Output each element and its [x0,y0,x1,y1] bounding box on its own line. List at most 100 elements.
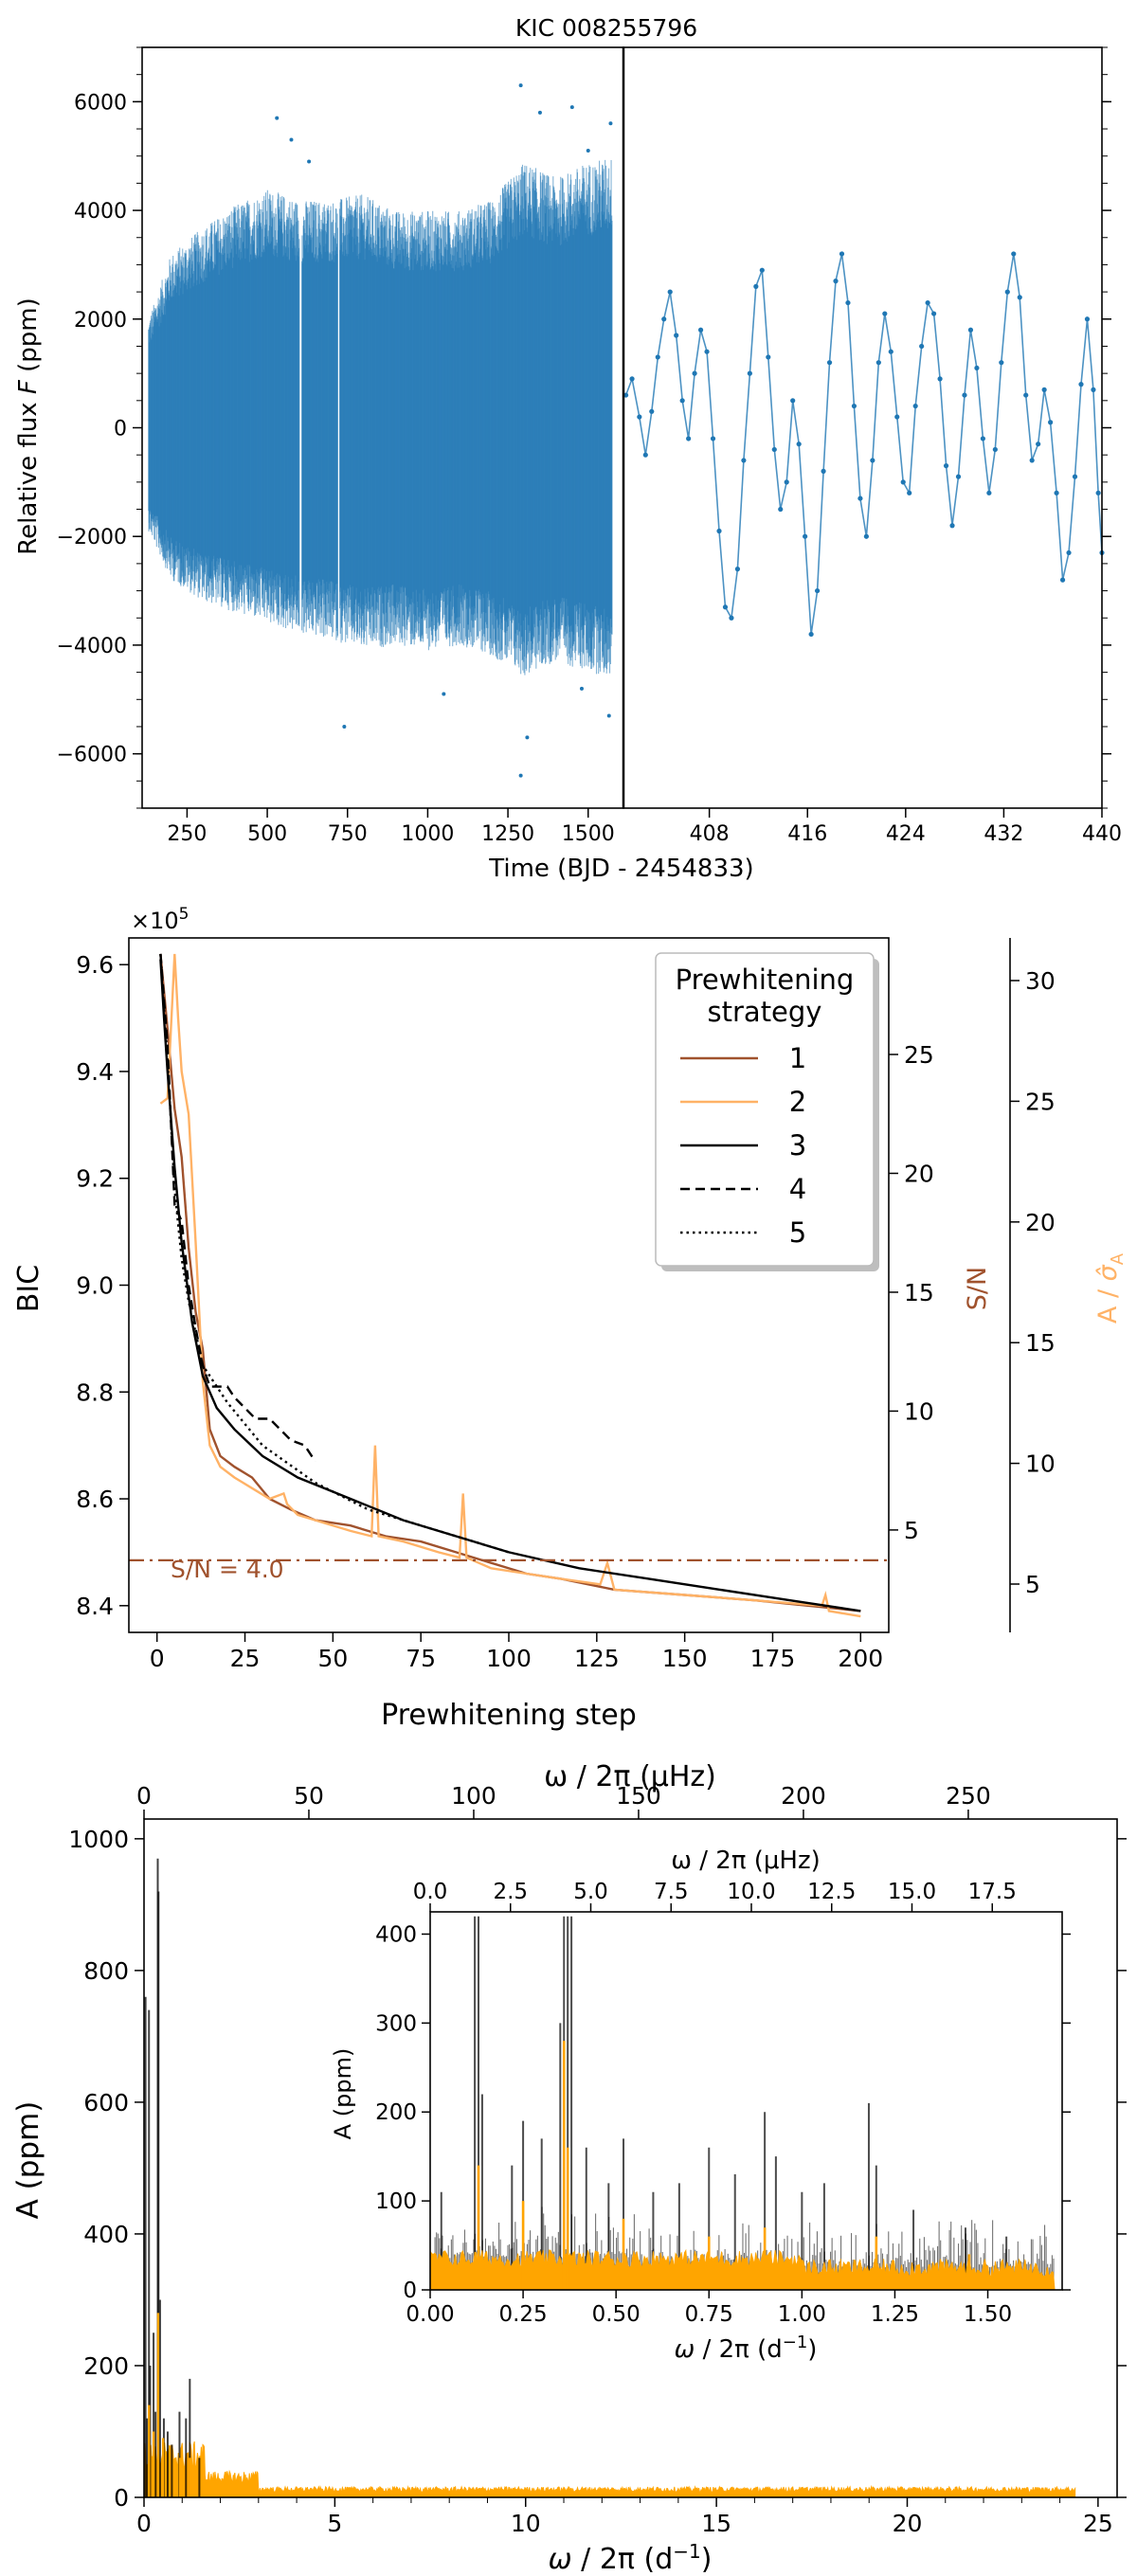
bic-x-tick-label: 25 [230,1645,261,1672]
flux-zoom-point [1066,549,1072,556]
spectrum-y-tick-label: 200 [83,2352,129,2380]
flux-zoom-point [992,446,998,453]
flux-zoom-point [1023,392,1029,398]
flux-zoom-point [697,327,704,333]
flux-zoom-point [839,251,845,257]
flux-zoom-point [863,533,869,539]
light-curve-zoom-x-tick-label: 440 [1082,822,1122,846]
bic-y-multiplier-exp: 5 [179,905,190,924]
inset-top-tick-label: 7.5 [654,1880,689,1904]
light-curve-y-tick-label: 0 [114,418,127,441]
inset-top-tick-label: 5.0 [573,1880,608,1904]
sn-axis-tick-label: 10 [904,1397,934,1425]
flux-outlier-point [307,159,312,164]
bic-x-tick-label: 125 [574,1645,620,1672]
flux-outlier-point [608,121,613,126]
spectrum-top-tick-label: 250 [946,1782,991,1810]
bic-x-tick-label: 100 [486,1645,532,1672]
spectrum-x-label: ω / 2π (d−1) [549,2540,713,2576]
spectrum-inset-x-label: ω / 2π (d−1) [675,2333,818,2364]
light-curve-x-tick-label: 750 [328,822,368,846]
inset-x-tick-label: 0.50 [592,2302,641,2327]
flux-zoom-point [790,398,796,404]
flux-zoom-point [937,376,943,382]
flux-zoom-point [667,289,673,295]
spectrum-top-tick-label: 50 [294,1782,324,1810]
flux-zoom-point [900,479,906,485]
flux-outlier-point [537,110,542,115]
bic-legend-title-line1: Prewhitening [676,964,855,996]
spectrum-inset-top-ticks: 0.0 2.5 5.0 7.5 10.0 12.5 15.0 17.5 [413,1880,1017,1912]
bic-y-multiplier-base: ×10 [131,908,179,934]
flux-outlier-point [606,713,611,718]
flux-zoom-point [710,436,716,441]
flux-zoom-point [845,299,851,306]
sn-axis-label: S/N [963,1267,992,1310]
flux-zoom-point [919,343,925,350]
bic-y-tick-label: 8.8 [76,1378,114,1406]
light-curve-x-ticks-left: 250 500 750 1000 1250 1500 [167,808,615,846]
spectrum-x-label-omega: ω [549,2543,572,2576]
spectrum-top-label: ω / 2π (μHz) [544,1760,716,1793]
amp-ratio-axis-tick-label: 25 [1025,1088,1056,1115]
spectrum-x-label-close: ) [701,2543,713,2576]
light-curve-y-ticks: −6000 −4000 −2000 0 2000 4000 6000 [57,46,1111,809]
spectrum-inset-x-label-exp: −1 [783,2333,808,2352]
bic-series-lines [159,953,861,1618]
bic-legend-label-3: 3 [789,1129,806,1162]
flux-zoom-point [955,474,962,479]
light-curve-x-tick-label: 250 [167,822,207,846]
flux-zoom-point [875,360,881,366]
flux-zoom-point [821,468,826,474]
flux-zoom-point [808,631,814,638]
flux-zoom-point [741,458,747,463]
inset-y-tick-label: 200 [375,2100,417,2125]
flux-zoom-point [1041,387,1047,392]
light-curve-x-label: Time (BJD - 2454833) [488,855,753,883]
bic-x-tick-label: 200 [838,1645,883,1672]
flux-zoom-point [851,403,857,409]
flux-zoom-point [1059,577,1066,583]
flux-zoom-point [999,360,1004,366]
bic-series-3 [159,959,861,1612]
flux-zoom-point [925,299,930,306]
inset-y-tick-label: 300 [375,2011,417,2036]
spectrum-x-tick-label: 5 [327,2510,342,2537]
bic-legend-entries: 1 2 3 4 5 [680,1042,806,1249]
flux-zoom-point [986,490,992,495]
sn-axis-ticks: 5 10 15 20 25 [889,1041,934,1544]
flux-outlier-point [579,686,584,691]
flux-zoom-point [857,495,863,501]
flux-zoom-point [778,506,784,513]
spectrum-x-tick-label: 25 [1083,2510,1113,2537]
bic-legend-label-1: 1 [789,1042,806,1074]
flux-zoom-point [803,533,808,539]
light-curve-y-tick-label: 6000 [74,91,127,115]
amp-ratio-label-symbol: σ̂ [1093,1264,1123,1281]
spectrum-frame [143,1818,1118,2498]
flux-zoom-point [784,479,789,485]
bic-legend-title-line2: strategy [708,996,822,1028]
flux-zoom-point [826,360,833,366]
amp-ratio-axis-ticks: 5 10 15 20 25 30 [1010,967,1056,1598]
sn-axis-tick-label: 15 [904,1279,934,1306]
amp-ratio-axis-tick-label: 10 [1025,1450,1056,1478]
light-curve-x-tick-label: 1500 [562,822,615,846]
spectrum-inset-x-label-rest: / 2π (d [695,2335,782,2364]
flux-zoom-point [1011,251,1017,257]
spectrum-bars [143,1858,1076,2498]
bic-x-tick-label: 50 [317,1645,348,1672]
flux-outlier-point [586,148,590,153]
bic-y-multiplier: ×105 [131,905,189,934]
bic-legend-label-2: 2 [789,1086,806,1118]
light-curve-y-label-unit: (ppm) [14,297,43,380]
spectrum-inset-bg [430,1912,1062,2290]
light-curve-y-tick-label: −4000 [57,635,127,658]
amp-ratio-axis-tick-label: 5 [1025,1571,1040,1598]
amp-ratio-axis-tick-label: 20 [1025,1209,1056,1236]
spectrum-top-tick-label: 100 [451,1782,496,1810]
flux-zoom-point [894,414,900,420]
flux-zoom-point [753,283,759,289]
spectrum-inset-top-label: ω / 2π (μHz) [671,1846,821,1875]
